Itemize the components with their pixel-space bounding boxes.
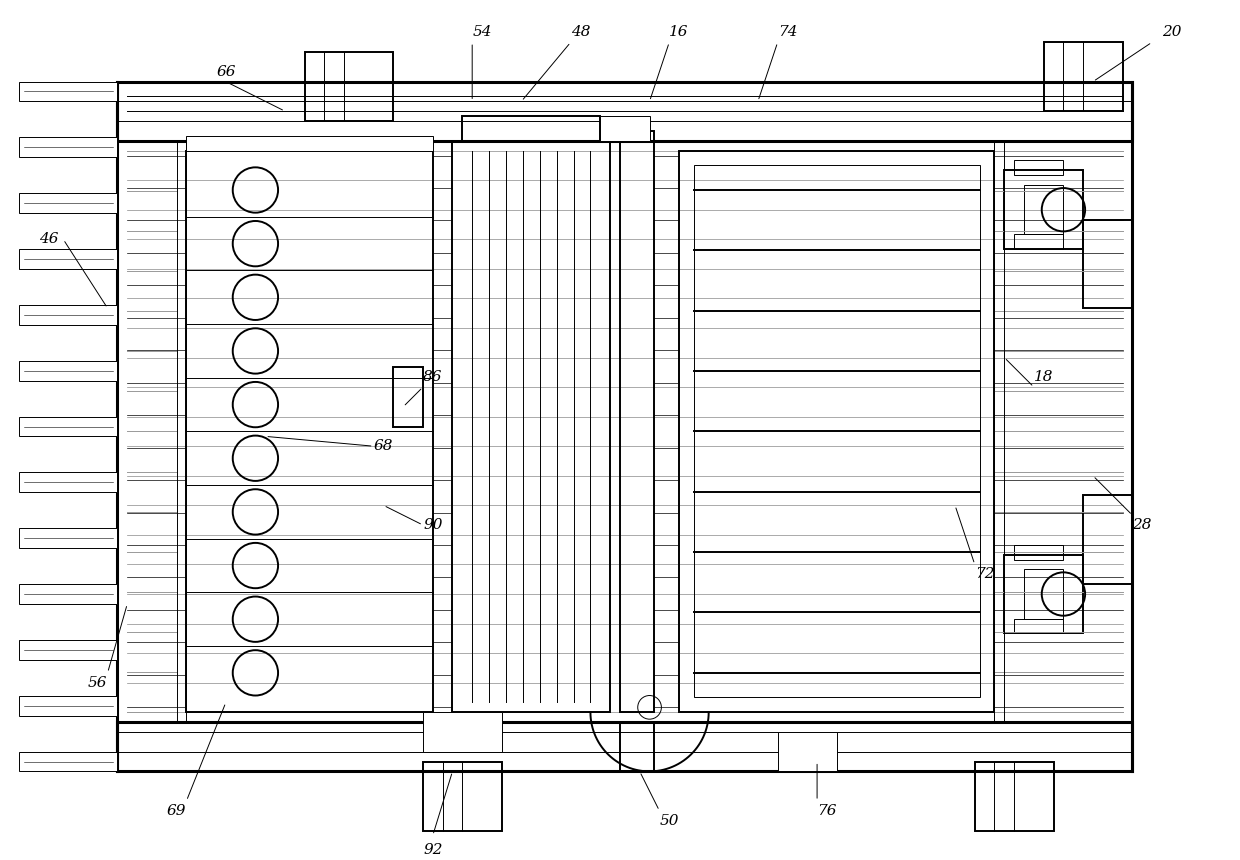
Bar [777, 732, 837, 771]
Bar [305, 52, 393, 121]
Text: 28: 28 [1132, 518, 1152, 532]
Bar [1014, 161, 1064, 175]
Text: 50: 50 [660, 814, 680, 827]
Bar [1014, 618, 1064, 634]
Text: 18: 18 [1034, 370, 1054, 384]
Bar [1044, 42, 1122, 111]
Bar [186, 136, 433, 150]
Bar [19, 361, 118, 380]
Bar [118, 722, 1132, 771]
Bar [680, 150, 994, 712]
Bar [393, 367, 423, 427]
Text: 56: 56 [88, 676, 108, 690]
Bar [1024, 569, 1064, 618]
Text: 16: 16 [670, 25, 689, 40]
Text: 48: 48 [570, 25, 590, 40]
Bar [1014, 544, 1064, 560]
Bar [1083, 219, 1132, 308]
Bar [19, 696, 118, 716]
Bar [975, 762, 1054, 831]
Text: 72: 72 [975, 568, 994, 581]
Text: 68: 68 [373, 439, 393, 453]
Bar [600, 116, 650, 141]
Bar [1083, 495, 1132, 584]
Bar [19, 752, 118, 771]
Bar [1004, 170, 1083, 249]
Text: 46: 46 [38, 232, 58, 246]
Bar [463, 116, 600, 141]
Bar [453, 141, 610, 712]
Bar [620, 131, 655, 712]
Bar [19, 584, 118, 604]
Bar [1014, 234, 1064, 249]
Bar [423, 762, 502, 831]
Text: 76: 76 [817, 804, 837, 818]
Text: 86: 86 [423, 370, 443, 384]
Bar [19, 82, 118, 101]
Bar [423, 712, 502, 752]
Bar [19, 249, 118, 269]
Text: 74: 74 [777, 25, 797, 40]
Bar [694, 165, 980, 697]
Bar [1024, 185, 1064, 234]
Bar [19, 305, 118, 325]
Text: 66: 66 [216, 64, 236, 79]
Text: 69: 69 [167, 804, 186, 818]
Bar [19, 528, 118, 548]
Text: 92: 92 [423, 843, 443, 857]
Bar [19, 416, 118, 436]
Bar [19, 640, 118, 660]
Text: 90: 90 [423, 518, 443, 532]
Text: 54: 54 [472, 25, 492, 40]
Bar [118, 82, 1132, 141]
Bar [186, 150, 433, 712]
Bar [1004, 555, 1083, 634]
Bar [19, 194, 118, 213]
Text: 20: 20 [1162, 25, 1182, 40]
Bar [19, 138, 118, 157]
Bar [19, 472, 118, 492]
